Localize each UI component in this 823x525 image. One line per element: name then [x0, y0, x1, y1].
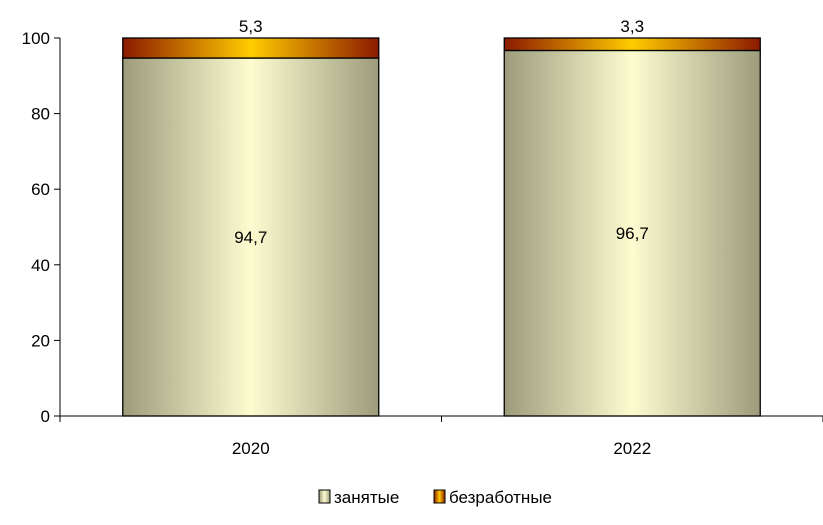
data-label: 5,3 [239, 17, 263, 36]
legend-label: занятые [334, 488, 399, 507]
y-axis: 0 20 40 60 80 100 [22, 29, 61, 426]
x-axis: 2020 2022 [59, 415, 823, 458]
legend-swatch [433, 489, 446, 504]
data-label: 3,3 [620, 17, 644, 36]
bar-segment [503, 49, 761, 417]
x-tick-label: 2020 [232, 439, 270, 458]
y-tick-label: 40 [31, 256, 50, 275]
bar-segment [122, 37, 380, 59]
bar-segment [503, 37, 761, 52]
data-label: 96,7 [616, 224, 649, 243]
x-tick-label: 2022 [613, 439, 651, 458]
y-tick-label: 80 [31, 105, 50, 124]
y-tick-label: 0 [41, 407, 50, 426]
y-tick-label: 60 [31, 180, 50, 199]
legend-label: безработные [449, 488, 552, 507]
legend: занятые безработные [318, 488, 552, 507]
y-tick-label: 100 [22, 29, 50, 48]
data-labels: 94,7 5,3 96,7 3,3 [234, 17, 649, 247]
bars [122, 37, 761, 417]
legend-swatch [318, 489, 331, 504]
data-label: 94,7 [234, 228, 267, 247]
y-tick-label: 20 [31, 331, 50, 350]
